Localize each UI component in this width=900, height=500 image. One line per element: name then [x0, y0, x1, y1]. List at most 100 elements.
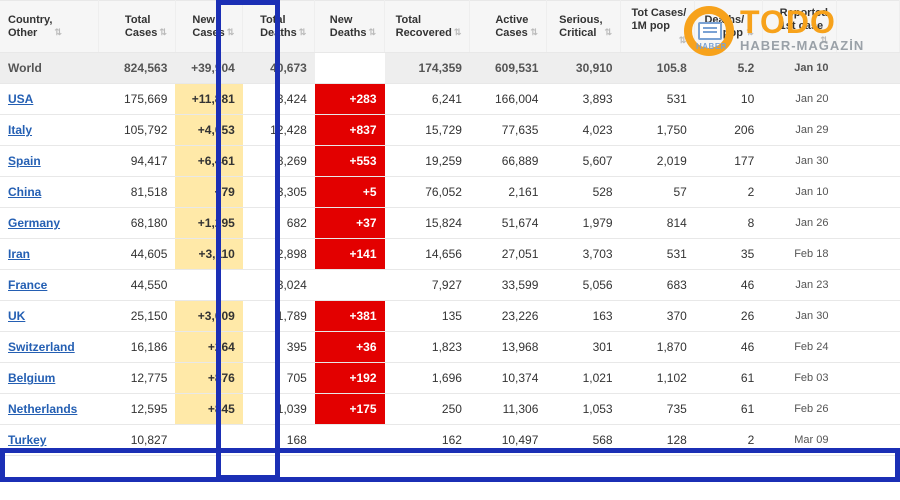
country-link[interactable]: Belgium	[8, 371, 55, 385]
col-header-label: Tot Cases/1M pop	[631, 7, 686, 32]
cell-cases_per_1m: 1,750	[621, 115, 695, 146]
cell-serious_critical: 4,023	[546, 115, 620, 146]
cell-country: France	[0, 270, 99, 301]
cell-serious_critical: 1,053	[546, 394, 620, 425]
cell-new_cases: +6,461	[175, 146, 242, 177]
country-link[interactable]: Iran	[8, 247, 30, 261]
cell-country: Netherlands	[0, 394, 99, 425]
cell-new_cases: +845	[175, 394, 242, 425]
cell-cases_per_1m: 683	[621, 270, 695, 301]
col-header-serious_critical[interactable]: Serious,Critical⇅	[546, 1, 620, 53]
cell-active_cases: 10,497	[470, 425, 546, 456]
cell-deaths_per_1m: 8	[695, 208, 762, 239]
col-header-label: TotalRecovered	[396, 14, 452, 39]
table-row: Germany68,180+1,295682+3715,82451,6741,9…	[0, 208, 900, 239]
cell-cases_per_1m: 128	[621, 425, 695, 456]
col-header-deaths_per_1m[interactable]: Deaths/1M pop⇅	[695, 1, 762, 53]
col-header-total_cases[interactable]: TotalCases⇅	[99, 1, 175, 53]
col-header-active_cases[interactable]: ActiveCases⇅	[470, 1, 546, 53]
cell-total_cases: 81,518	[99, 177, 175, 208]
cell-spacer	[836, 332, 899, 363]
cell-new_deaths	[315, 270, 385, 301]
country-link[interactable]: Italy	[8, 123, 32, 137]
cell-country: UK	[0, 301, 99, 332]
cell-spacer	[836, 239, 899, 270]
table-row: UK25,150+3,0091,789+38113523,22616337026…	[0, 301, 900, 332]
cell-total_cases: 12,595	[99, 394, 175, 425]
cell-active_cases: 66,889	[470, 146, 546, 177]
col-header-reported[interactable]: Reported1st case⇅	[762, 1, 836, 53]
table-row: Netherlands12,595+8451,039+17525011,3061…	[0, 394, 900, 425]
cell-serious_critical: 5,607	[546, 146, 620, 177]
sort-icon: ⇅	[227, 27, 235, 38]
stats-table: Country,Other⇅TotalCases⇅NewCases⇅TotalD…	[0, 0, 900, 456]
cell-serious_critical: 1,979	[546, 208, 620, 239]
cell-total_recovered: 7,927	[385, 270, 470, 301]
col-header-new_cases[interactable]: NewCases⇅	[175, 1, 242, 53]
cell-reported: Feb 24	[762, 332, 836, 363]
country-link[interactable]: UK	[8, 309, 25, 323]
cell-total_deaths: 3,305	[243, 177, 315, 208]
cell-deaths_per_1m: 61	[695, 363, 762, 394]
cell-total_recovered: 19,259	[385, 146, 470, 177]
cell-new_cases	[175, 425, 242, 456]
cell-total_deaths: 8,269	[243, 146, 315, 177]
cell-total_cases: 12,775	[99, 363, 175, 394]
cell-deaths_per_1m: 46	[695, 270, 762, 301]
country-link[interactable]: China	[8, 185, 41, 199]
cell-active_cases: 27,051	[470, 239, 546, 270]
col-header-label: TotalCases	[125, 14, 157, 39]
col-header-country[interactable]: Country,Other⇅	[0, 1, 99, 53]
col-header-label: NewCases	[192, 14, 224, 39]
cell-total_recovered: 174,359	[385, 53, 470, 84]
cell-new_deaths: +837	[315, 115, 385, 146]
country-link[interactable]: USA	[8, 92, 33, 106]
cell-new_cases: +4,053	[175, 115, 242, 146]
cell-reported: Feb 18	[762, 239, 836, 270]
col-header-label: Reported1st case	[780, 7, 828, 32]
country-link[interactable]: Spain	[8, 154, 41, 168]
cell-country: Italy	[0, 115, 99, 146]
col-header-label: TotalDeaths	[260, 14, 297, 39]
cell-total_recovered: 250	[385, 394, 470, 425]
cell-country: World	[0, 53, 99, 84]
country-link[interactable]: Switzerland	[8, 340, 75, 354]
cell-total_deaths: 705	[243, 363, 315, 394]
cell-spacer	[836, 363, 899, 394]
cell-total_cases: 10,827	[99, 425, 175, 456]
cell-new_deaths: +192	[315, 363, 385, 394]
sort-icon: ⇅	[605, 27, 613, 38]
cell-total_cases: 25,150	[99, 301, 175, 332]
table-row: China81,518+793,305+576,0522,161528572Ja…	[0, 177, 900, 208]
country-link[interactable]: Germany	[8, 216, 60, 230]
cell-total_recovered: 15,824	[385, 208, 470, 239]
cell-total_deaths: 2,898	[243, 239, 315, 270]
cell-spacer	[836, 115, 899, 146]
cell-new_cases: +876	[175, 363, 242, 394]
cell-total_deaths: 1,039	[243, 394, 315, 425]
cell-spacer	[836, 394, 899, 425]
cell-total_deaths: 168	[243, 425, 315, 456]
col-header-total_deaths[interactable]: TotalDeaths⇅	[243, 1, 315, 53]
cell-total_recovered: 76,052	[385, 177, 470, 208]
country-link[interactable]: Turkey	[8, 433, 46, 447]
col-header-new_deaths[interactable]: NewDeaths⇅	[315, 1, 385, 53]
cell-total_recovered: 15,729	[385, 115, 470, 146]
col-header-label: Serious,Critical	[559, 14, 602, 39]
country-link[interactable]: Netherlands	[8, 402, 77, 416]
cell-cases_per_1m: 1,870	[621, 332, 695, 363]
cell-serious_critical: 3,703	[546, 239, 620, 270]
cell-total_deaths: 1,789	[243, 301, 315, 332]
cell-new_cases: +1,295	[175, 208, 242, 239]
col-header-spacer[interactable]	[836, 1, 899, 53]
cell-reported: Mar 09	[762, 425, 836, 456]
cell-total_deaths: 40,673	[243, 53, 315, 84]
country-link[interactable]: France	[8, 278, 47, 292]
col-header-cases_per_1m[interactable]: Tot Cases/1M pop⇅	[621, 1, 695, 53]
cell-serious_critical: 30,910	[546, 53, 620, 84]
cell-total_deaths: 395	[243, 332, 315, 363]
col-header-total_recovered[interactable]: TotalRecovered⇅	[385, 1, 470, 53]
cell-deaths_per_1m: 26	[695, 301, 762, 332]
table-header-row: Country,Other⇅TotalCases⇅NewCases⇅TotalD…	[0, 1, 900, 53]
cell-spacer	[836, 425, 899, 456]
